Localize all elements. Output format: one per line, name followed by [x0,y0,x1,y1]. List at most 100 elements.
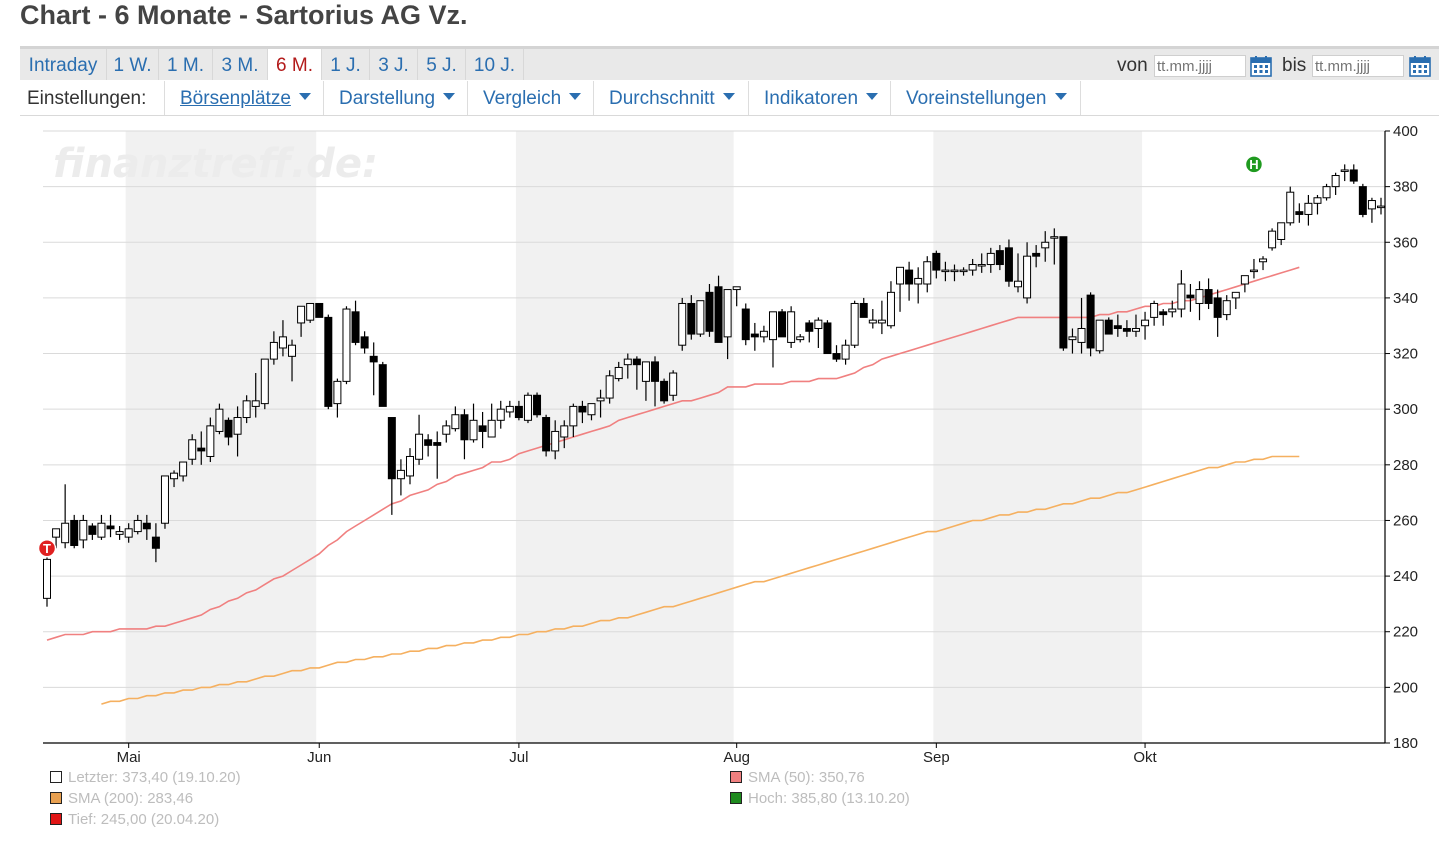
candle [995,245,1004,271]
candle-body-down [687,302,696,335]
candle [1249,258,1258,279]
candle [1349,164,1358,184]
candle-body-up [986,252,995,266]
candle [660,378,669,404]
candle-body-up [505,405,514,413]
menu-darstellung[interactable]: Darstellung [324,81,468,115]
tab-1-month[interactable]: 1 M. [159,49,213,80]
candle [723,289,732,360]
candle [61,484,70,549]
candle-body-up [1068,336,1077,341]
candle-body-up [160,475,169,524]
menu-voreinstellungen[interactable]: Voreinstellungen [891,81,1081,115]
candle-body-up [696,300,705,335]
candle-body-down [1186,294,1195,299]
candle-body-down [142,522,151,530]
candle-body-up [61,522,70,544]
candle [1177,270,1186,318]
legend-low-text: Tief: 245,00 (20.04.20) [68,811,220,828]
candle-body-up [1304,202,1313,215]
caret-down-icon [443,93,456,101]
candle [514,400,523,421]
legend-last-text: Letzter: 373,40 (19.10.20) [68,769,241,786]
menu-boersenplaetze[interactable]: Börsenplätze [165,81,324,115]
candle-body-up [79,519,88,541]
candle [1304,194,1313,226]
candle [1322,183,1331,201]
candle [342,306,351,385]
tab-3-months[interactable]: 3 M. [213,49,268,80]
tab-1-year[interactable]: 1 J. [322,49,370,80]
tab-5-years[interactable]: 5 J. [418,49,466,80]
tab-1-week[interactable]: 1 W. [107,49,159,80]
candle-body-up [868,319,877,324]
candle-body-down [387,417,396,480]
legend-low: Tief: 245,00 (20.04.20) [50,811,219,829]
candle-body-down [533,394,542,416]
candle-body-down [433,442,442,446]
menu-vergleich[interactable]: Vergleich [468,81,594,115]
calendar-icon[interactable] [1250,55,1272,77]
candle-body-up [569,405,578,427]
candle [487,403,496,438]
candle [832,345,841,362]
candle-body-down [378,364,387,407]
candle [215,403,224,435]
candle-body-down [514,405,523,419]
candle [1023,242,1032,304]
candle-body-down [1159,311,1168,316]
y-tick-label: 400 [1393,123,1418,140]
candle [823,320,832,355]
candle-body-down [1295,211,1304,215]
menu-label: Börsenplätze [180,88,291,109]
candle [596,389,605,418]
candle-body-up [1168,308,1177,313]
tab-6-months[interactable]: 6 M. [268,49,322,80]
legend-swatch-low [50,813,62,825]
y-tick-label: 180 [1393,735,1418,752]
candle-body-up [587,403,596,416]
candle-body-down [1204,289,1213,304]
candle [106,514,115,538]
candle [560,420,569,449]
tab-intraday[interactable]: Intraday [20,49,107,80]
settings-label: Einstellungen: [20,81,165,115]
candlestick-chart: finanztreff.de: T H 180 200 220 240 260 280 300 32… [37,123,1418,766]
candle-body-down [805,322,814,332]
calendar-icon[interactable] [1409,55,1431,77]
menu-indikatoren[interactable]: Indikatoren [749,81,891,115]
candle [52,528,61,549]
tab-10-years[interactable]: 10 J. [466,49,524,80]
candle-body-up [179,461,188,477]
candle-body-up [923,261,932,285]
candle [360,331,369,354]
candle [950,264,959,282]
y-tick-label: 320 [1393,346,1418,363]
to-date-input[interactable] [1312,55,1404,77]
candle [442,420,451,443]
candle [632,356,641,390]
candle [914,267,923,304]
candle [687,295,696,340]
from-date-input[interactable] [1154,55,1246,77]
candle-body-up [968,264,977,271]
candle [1113,314,1122,337]
legend-last: Letzter: 373,40 (19.10.20) [50,769,241,787]
tab-3-years[interactable]: 3 J. [370,49,418,80]
y-tick-label: 360 [1393,234,1418,251]
candle [651,356,660,407]
candle-body-up [124,528,133,538]
candle-body-up [233,417,242,435]
candle [1313,194,1322,215]
caret-down-icon [722,93,735,101]
candle [387,417,396,515]
candle-body-up [723,289,732,338]
candle [587,403,596,421]
page-title: Chart - 6 Monate - Sartorius AG Vz. [20,0,468,30]
candle [1186,284,1195,312]
candle-body-up [1014,280,1023,288]
legend-swatch-sma200 [50,792,62,804]
candle-body-down [823,322,832,355]
menu-durchschnitt[interactable]: Durchschnitt [594,81,749,115]
candle [569,403,578,437]
